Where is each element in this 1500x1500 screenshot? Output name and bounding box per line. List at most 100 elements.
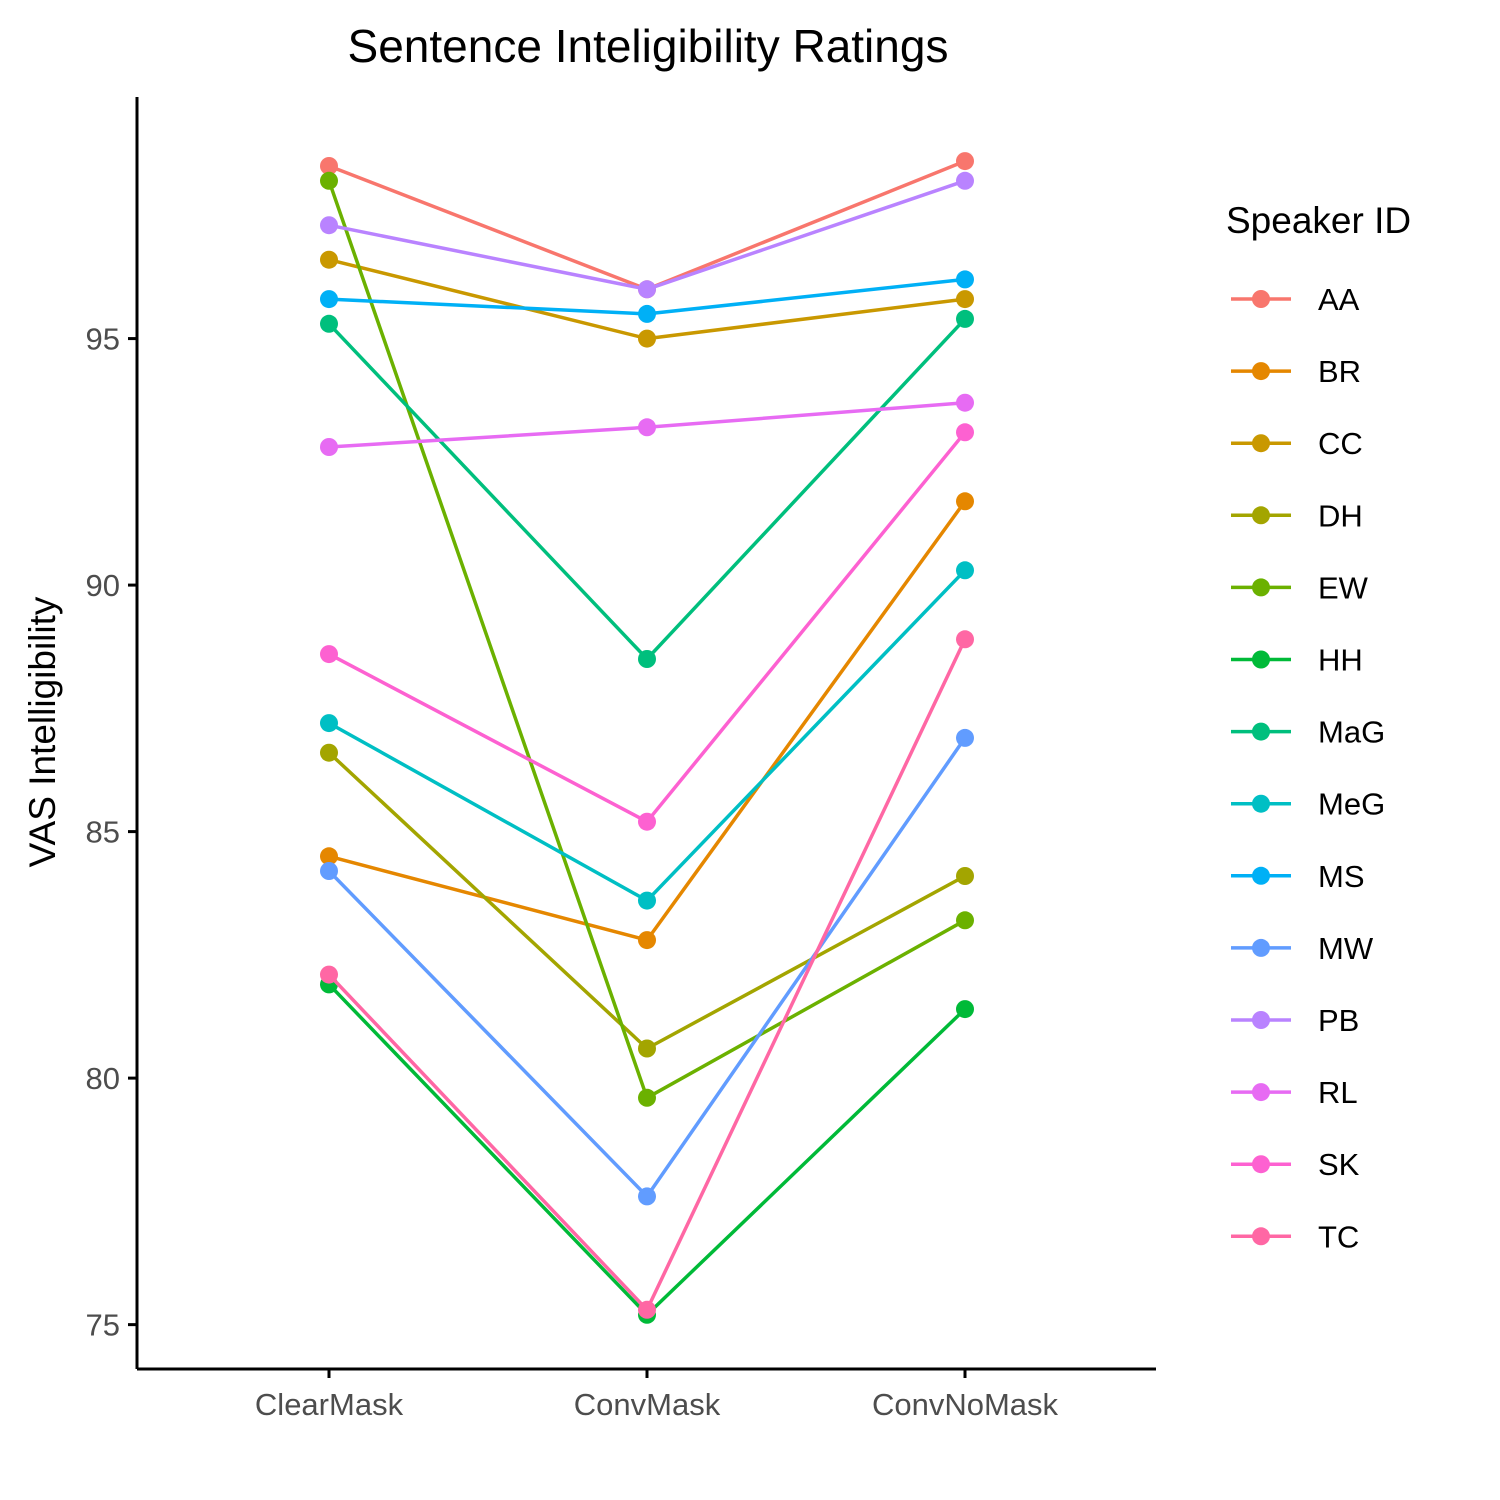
legend-item-hh: HH <box>1231 643 1363 678</box>
series-ms <box>320 270 974 323</box>
legend-label: BR <box>1318 354 1361 389</box>
data-point <box>320 438 338 456</box>
legend-item-tc: TC <box>1231 1219 1359 1254</box>
series-br <box>320 492 974 950</box>
data-point <box>320 216 338 235</box>
data-point <box>638 1300 656 1319</box>
legend-item-cc: CC <box>1231 426 1363 461</box>
legend-label: PB <box>1318 1003 1359 1038</box>
data-point <box>638 1187 656 1206</box>
series-line <box>328 258 966 341</box>
legend-key-point <box>1252 938 1270 957</box>
legend-key-point <box>1252 1083 1270 1102</box>
data-point <box>320 714 338 733</box>
legend-key-point <box>1252 1011 1270 1029</box>
data-point <box>320 290 338 309</box>
data-point <box>638 280 656 299</box>
legend-label: SK <box>1318 1147 1360 1182</box>
series-line <box>327 736 967 1199</box>
series-line <box>328 431 967 824</box>
data-point <box>638 1088 656 1107</box>
data-point <box>956 152 974 171</box>
series-line <box>328 569 967 903</box>
series-cc <box>320 250 974 348</box>
data-point <box>956 171 974 190</box>
x-tick-label: ConvMask <box>574 1387 721 1422</box>
legend-key-point <box>1252 650 1270 669</box>
data-point <box>320 862 338 880</box>
legend-key-point <box>1252 434 1270 453</box>
data-point <box>956 309 974 328</box>
legend-label: DH <box>1318 498 1363 533</box>
data-point <box>638 931 656 950</box>
legend-items: AA BR CC DH EW HH MaG MeG MS MW PB RL SK TC <box>1231 282 1385 1254</box>
legend-key-point <box>1252 866 1270 885</box>
series-pb <box>320 171 974 299</box>
legend-label: RL <box>1318 1075 1358 1110</box>
legend-label: MS <box>1318 859 1365 894</box>
legend-key-point <box>1252 722 1270 741</box>
legend-key-point <box>1252 290 1270 308</box>
legend-item-aa: AA <box>1231 282 1360 317</box>
legend-item-mw: MW <box>1231 931 1374 966</box>
data-point <box>956 561 974 580</box>
legend-label: MaG <box>1318 715 1385 750</box>
x-tick-label: ConvNoMask <box>872 1387 1059 1422</box>
y-tick-label: 95 <box>86 322 120 357</box>
series-line <box>327 983 967 1317</box>
data-point <box>956 911 974 930</box>
series-line <box>328 159 966 292</box>
y-tick-label: 80 <box>86 1061 120 1096</box>
legend-key-point <box>1252 1155 1270 1174</box>
legend-item-meg: MeG <box>1231 787 1385 822</box>
legend-item-pb: PB <box>1231 1003 1359 1038</box>
data-point <box>638 891 656 910</box>
x-tick-label: ClearMask <box>255 1387 404 1422</box>
y-tick-label: 75 <box>86 1308 120 1343</box>
data-point <box>638 418 656 437</box>
legend-key-point <box>1252 362 1270 381</box>
legend-item-br: BR <box>1231 354 1361 389</box>
data-point <box>320 965 338 984</box>
legend-label: AA <box>1318 282 1360 317</box>
data-point <box>956 630 974 649</box>
axes: 75 80 85 90 95 ClearMask ConvMask ConvNoMask <box>86 97 1156 1422</box>
legend-label: HH <box>1318 643 1363 678</box>
y-tick-label: 85 <box>86 815 120 850</box>
legend-label: CC <box>1318 426 1363 461</box>
legend-label: EW <box>1318 570 1369 605</box>
legend: Speaker ID AA BR CC DH EW HH MaG MeG MS MW PB RL SK T… <box>1226 200 1411 1254</box>
chart-title: Sentence Inteligibility Ratings <box>348 20 949 72</box>
series-line <box>327 317 967 661</box>
series-tc <box>320 630 974 1319</box>
plot-area <box>320 152 974 1324</box>
y-ticks: 75 80 85 90 95 <box>86 322 137 1343</box>
data-point <box>638 329 656 348</box>
y-tick-label: 90 <box>86 568 120 603</box>
data-point <box>320 847 338 866</box>
series-dh <box>320 743 974 1058</box>
series-rl <box>320 393 974 456</box>
series-aa <box>320 152 974 299</box>
data-point <box>956 270 974 289</box>
legend-title: Speaker ID <box>1226 200 1411 241</box>
data-point <box>320 314 338 333</box>
data-point <box>320 250 338 269</box>
data-point <box>956 867 974 885</box>
legend-item-ew: EW <box>1231 570 1369 605</box>
data-point <box>638 812 656 831</box>
series-hh <box>320 975 974 1324</box>
legend-item-mag: MaG <box>1231 715 1385 750</box>
data-point <box>638 650 656 668</box>
data-point <box>956 290 974 309</box>
legend-label: TC <box>1318 1219 1359 1254</box>
legend-key-point <box>1252 1227 1270 1246</box>
y-axis-title: VAS Intelligibility <box>22 596 63 867</box>
legend-item-sk: SK <box>1231 1147 1360 1182</box>
data-point <box>638 1039 656 1058</box>
series-meg <box>320 561 974 910</box>
data-point <box>320 743 338 762</box>
data-point <box>320 645 338 664</box>
series-ew <box>320 171 974 1107</box>
